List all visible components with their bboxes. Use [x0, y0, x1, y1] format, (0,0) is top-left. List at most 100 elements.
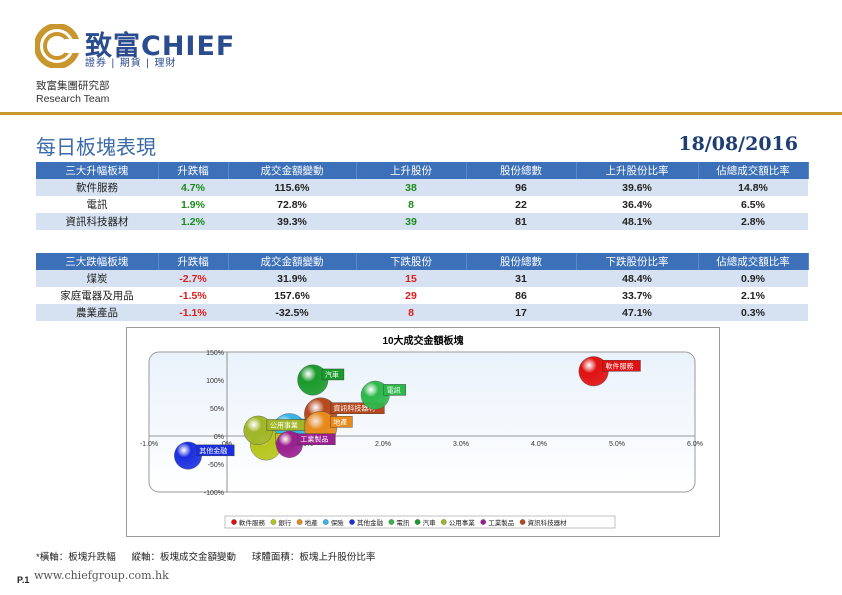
legend-entry: 資訊科技器材	[528, 518, 568, 527]
turnover-share: 2.1%	[741, 289, 765, 302]
table-row: 煤炭 -2.7% 31.9% 15 31 48.4% 0.9%	[36, 270, 808, 287]
declining-ratio: 33.7%	[622, 289, 652, 302]
table-row: 電訊 1.9% 72.8% 8 22 36.4% 6.5%	[36, 196, 808, 213]
col-header: 三大升幅板塊	[36, 162, 159, 179]
bubble-label: 地產	[333, 417, 347, 426]
sector-name: 農業產品	[36, 304, 158, 321]
legend-marker	[270, 519, 277, 525]
header-divider	[0, 112, 842, 115]
bubble-label-box	[602, 360, 641, 372]
col-header: 上升股份	[356, 162, 467, 179]
sector-name: 電訊	[86, 199, 108, 211]
col-header: 成交金額變動	[228, 253, 357, 270]
col-header: 升跌幅	[158, 253, 229, 270]
table-header-row: 三大跌幅板塊 升跌幅 成交金額變動 下跌股份 股份總數 下跌股份比率 佔總成交額…	[36, 253, 809, 270]
total-count: 17	[466, 304, 576, 321]
legend-marker	[323, 519, 329, 525]
website-link[interactable]: www.chiefgroup.com.hk	[34, 569, 169, 582]
bubble-label-box	[297, 433, 336, 445]
bubble-label: 資訊科技器材	[333, 404, 375, 413]
advancing-count: 8	[408, 198, 414, 211]
table-header-row: 三大升幅板塊 升跌幅 成交金額變動 上升股份 股份總數 上升股份比率 佔總成交額…	[36, 162, 809, 179]
bubble-label-box	[266, 419, 306, 431]
col-header: 股份總數	[466, 162, 577, 179]
bubble-label-box	[196, 444, 235, 457]
col-header: 下跌股份比率	[576, 253, 699, 270]
x-tick-label: -1.0%	[140, 441, 158, 448]
bubble-label: 軟件服務	[605, 361, 633, 370]
turnover-change: 31.9%	[228, 270, 356, 287]
table-row: 軟件服務 4.7% 115.6% 38 96 39.6% 14.8%	[36, 179, 808, 196]
change-pct: 1.9%	[181, 198, 205, 211]
x-tick-label: 4.0%	[531, 441, 547, 448]
brand-logo: 致富CHIEF 證券 | 期貨 | 理財	[34, 23, 236, 69]
change-pct: -1.1%	[158, 304, 228, 321]
plot-area	[148, 351, 696, 493]
turnover-share: 6.5%	[741, 198, 765, 211]
x-tick-label: 0%	[222, 441, 232, 448]
department-name: 致富集團研究部	[36, 80, 110, 92]
y-tick-label: 0%	[214, 434, 224, 441]
legend-entry: 公用事業	[449, 518, 476, 527]
bubble-label-box	[330, 416, 353, 428]
advancing-ratio: 39.6%	[576, 179, 698, 196]
top-losers-table: 三大跌幅板塊 升跌幅 成交金額變動 下跌股份 股份總數 下跌股份比率 佔總成交額…	[36, 253, 809, 321]
legend-entry: 保險	[331, 518, 345, 527]
advancing-count: 38	[356, 179, 466, 196]
total-count: 31	[466, 270, 576, 287]
change-pct: 1.2%	[158, 213, 228, 230]
total-count: 86	[515, 289, 527, 302]
legend-marker	[349, 519, 355, 525]
brand-tagline: 證券 | 期貨 | 理財	[85, 58, 177, 69]
turnover-share: 0.3%	[698, 304, 808, 321]
turnover-share: 14.8%	[698, 179, 808, 196]
turnover-change: 115.6%	[228, 179, 356, 196]
legend-entry: 其他金融	[357, 518, 384, 527]
x-tick-label: 2.0%	[375, 441, 391, 448]
declining-count: 29	[405, 289, 417, 302]
page-number: P.1	[17, 575, 30, 585]
top-gainers-table: 三大升幅板塊 升跌幅 成交金額變動 上升股份 股份總數 上升股份比率 佔總成交額…	[36, 162, 809, 230]
x-tick-label: 5.0%	[609, 441, 625, 448]
legend-entry: 銀行	[278, 518, 292, 527]
report-date: 18/08/2016	[678, 133, 798, 155]
col-header: 佔總成交額比率	[698, 253, 809, 270]
bubble-label-box	[383, 384, 406, 396]
legend-entry: 汽車	[423, 518, 437, 527]
change-pct: -1.5%	[179, 289, 207, 302]
department-english: Research Team	[36, 93, 110, 105]
bubble-label-box	[321, 368, 345, 381]
declining-count: 8	[356, 304, 466, 321]
brand-name: 致富CHIEF	[85, 31, 236, 62]
col-header: 升跌幅	[158, 162, 229, 179]
turnover-share: 0.9%	[698, 270, 808, 287]
turnover-change: 39.3%	[228, 213, 356, 230]
bubble-label: 其他金融	[199, 446, 227, 455]
sector-name: 軟件服務	[36, 179, 158, 196]
col-header: 下跌股份	[356, 253, 467, 270]
y-tick-label: -100%	[204, 490, 224, 497]
bubble-label: 工業製品	[300, 435, 328, 444]
page-title: 每日板塊表現	[36, 135, 156, 159]
total-count: 96	[466, 179, 576, 196]
chart-canvas: 10大成交金額板塊 -1.0%0%1.0%2.0%3.0%4.0%5.0%6.0…	[140, 334, 703, 529]
legend-marker	[388, 519, 395, 525]
legend-entry: 電訊	[396, 518, 410, 527]
advancing-count: 39	[356, 213, 466, 230]
total-count: 81	[466, 213, 576, 230]
department: 致富集團研究部 Research Team	[36, 80, 110, 106]
y-tick-label: 150%	[206, 350, 224, 357]
change-pct: -2.7%	[158, 270, 228, 287]
sector-name: 資訊科技器材	[36, 213, 158, 230]
chart-title: 10大成交金額板塊	[382, 334, 463, 347]
sector-name: 煤炭	[36, 270, 158, 287]
col-header: 三大跌幅板塊	[36, 253, 159, 270]
legend-marker	[519, 519, 526, 525]
y-tick-label: 50%	[210, 406, 224, 413]
col-header: 股份總數	[466, 253, 577, 270]
total-count: 22	[515, 198, 527, 211]
advancing-ratio: 48.1%	[576, 213, 698, 230]
brand-mark-icon	[34, 23, 81, 69]
legend-marker	[231, 519, 237, 525]
turnover-share: 2.8%	[698, 213, 808, 230]
